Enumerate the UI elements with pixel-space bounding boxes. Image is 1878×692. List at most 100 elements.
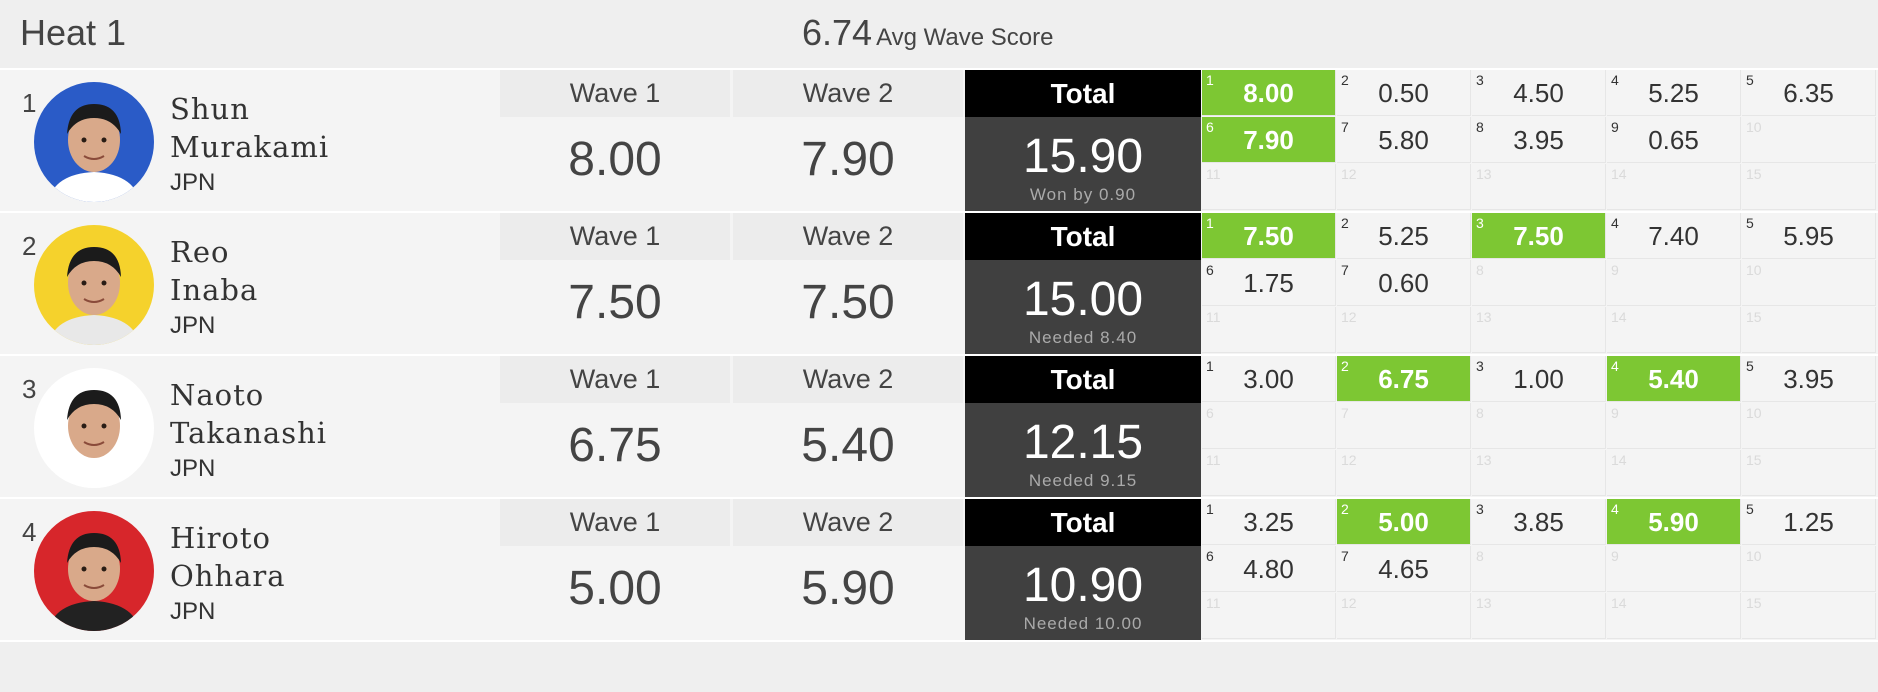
avg-wave-score-label: Avg Wave Score [876,24,1054,51]
wave-score: 5.95 [1783,221,1834,251]
wave-number: 4 [1611,358,1619,374]
athlete-place: 4 [22,517,37,547]
athlete-place: 2 [22,231,37,261]
wave-number: 5 [1746,72,1754,88]
wave2-score: 7.50 [801,276,895,329]
wave-score: 3.95 [1513,125,1564,155]
wave2-column: Wave 2 5.90 [733,499,963,640]
wave-number: 13 [1476,166,1492,182]
wave-score-cell: 8 3.95 [1472,117,1606,163]
wave-score-cell: 11 [1202,450,1336,496]
wave-score-cell: 10 [1742,260,1876,306]
wave-score-cell: 15 [1742,164,1876,210]
wave1-score: 8.00 [568,133,662,186]
wave-score: 1.25 [1783,507,1834,537]
wave2-column: Wave 2 7.90 [733,70,963,211]
wave-score: 4.50 [1513,78,1564,108]
wave-score: 5.00 [1378,507,1429,537]
wave-score-cell: 13 [1472,307,1606,353]
wave-score-cell: 14 [1607,164,1741,210]
wave-score-cell: 14 [1607,593,1741,639]
athlete-info: 4 Hiroto Ohhara JPN [0,499,498,640]
athlete-avatar-icon [34,511,154,631]
wave-score: 6.75 [1378,364,1429,394]
wave-score-cell: 12 [1337,164,1471,210]
wave2-score: 5.40 [801,419,895,472]
wave-number: 7 [1341,405,1349,421]
wave-score: 4.80 [1243,554,1294,584]
athlete-list: 1 Shun Murakami JPN Wave 1 8.00 [0,70,1878,642]
wave-number: 4 [1611,215,1619,231]
wave-number: 7 [1341,119,1349,135]
athlete-last-name: Ohhara [170,559,286,593]
wave-score-cell: 12 [1337,307,1471,353]
wave-number: 8 [1476,262,1484,278]
wave-score-grid: 1 3.25 2 5.00 3 3.85 4 5.90 5 1.25 6 4.80 7 4.65 8 9 10 1… [1202,499,1878,640]
wave-score: 5.80 [1378,125,1429,155]
wave-score-cell: 7 4.65 [1337,546,1471,592]
total-header: Total [965,499,1201,546]
wave-number: 9 [1611,548,1619,564]
wave-number: 1 [1206,358,1214,374]
athlete-row[interactable]: 4 Hiroto Ohhara JPN Wave 1 5.00 [0,499,1878,642]
wave-number: 8 [1476,119,1484,135]
wave-score: 8.00 [1243,78,1294,108]
wave-score-cell: 2 5.25 [1337,213,1471,259]
wave-score-cell: 15 [1742,593,1876,639]
total-note: Needed 10.00 [1023,614,1143,633]
avg-wave-score: 6.74 Avg Wave Score [802,12,1054,54]
wave-number: 11 [1206,452,1221,468]
wave-number: 7 [1341,548,1349,564]
wave-number: 10 [1746,548,1762,564]
wave2-header: Wave 2 [733,70,963,117]
wave-number: 7 [1341,262,1349,278]
wave-score: 5.25 [1378,221,1429,251]
wave-number: 2 [1341,358,1349,374]
athlete-place: 3 [22,374,37,404]
athlete-info: 2 Reo Inaba JPN [0,213,498,354]
athlete-country: JPN [170,455,216,482]
wave1-column: Wave 1 6.75 [500,356,730,497]
wave-number: 5 [1746,501,1754,517]
athlete-avatar [34,511,154,631]
wave-score-cell: 15 [1742,450,1876,496]
athlete-row[interactable]: 1 Shun Murakami JPN Wave 1 8.00 [0,70,1878,213]
wave-score-cell: 4 5.40 [1607,356,1741,402]
wave1-header: Wave 1 [500,213,730,260]
wave-number: 6 [1206,262,1214,278]
wave-score-cell: 4 5.25 [1607,70,1741,116]
wave-number: 11 [1206,595,1221,611]
athlete-avatar-icon [34,82,154,202]
wave-number: 11 [1206,309,1221,325]
athlete-name: Shun Murakami [170,90,329,166]
wave-number: 10 [1746,262,1762,278]
total-score: 15.00 [1022,273,1144,326]
wave-number: 3 [1476,358,1484,374]
athlete-first-name: Reo [170,235,230,269]
wave-number: 2 [1341,215,1349,231]
athlete-avatar [34,225,154,345]
athlete-country: JPN [170,598,216,625]
wave-number: 14 [1611,166,1627,182]
wave-score-grid: 1 7.50 2 5.25 3 7.50 4 7.40 5 5.95 6 1.75 7 0.60 8 9 10 1… [1202,213,1878,354]
total-column: Total 12.15 Needed 9.15 [965,356,1201,497]
total-column: Total 15.00 Needed 8.40 [965,213,1201,354]
wave-number: 15 [1746,595,1762,611]
wave-number: 6 [1206,548,1214,564]
wave-number: 3 [1476,72,1484,88]
athlete-row[interactable]: 3 Naoto Takanashi JPN Wave 1 6.75 [0,356,1878,499]
wave-number: 12 [1341,166,1357,182]
wave-number: 1 [1206,215,1214,231]
wave-number: 8 [1476,405,1484,421]
athlete-row[interactable]: 2 Reo Inaba JPN Wave 1 7.50 [0,213,1878,356]
wave2-column: Wave 2 7.50 [733,213,963,354]
total-header: Total [965,356,1201,403]
wave-score-cell: 9 0.65 [1607,117,1741,163]
wave-score-cell: 1 3.00 [1202,356,1336,402]
wave-score-cell: 6 1.75 [1202,260,1336,306]
athlete-first-name: Shun [170,92,250,126]
wave-number: 9 [1611,405,1619,421]
wave-score-cell: 7 [1337,403,1471,449]
athlete-last-name: Takanashi [170,416,328,450]
wave-number: 13 [1476,309,1492,325]
